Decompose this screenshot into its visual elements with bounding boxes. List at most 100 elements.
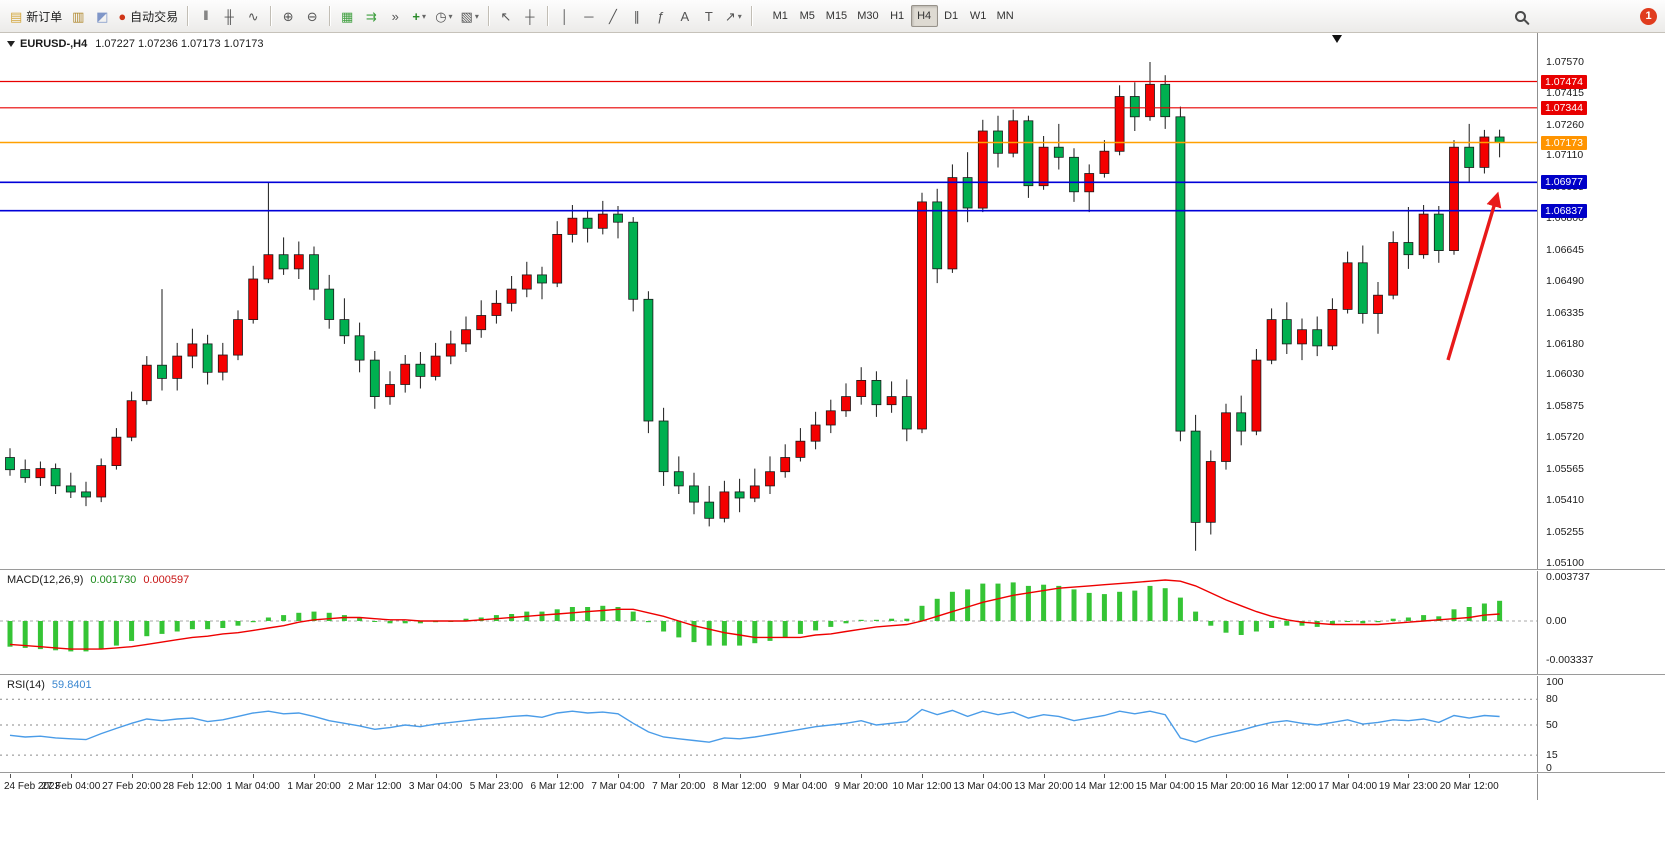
candle	[1221, 403, 1231, 470]
candle	[1357, 245, 1368, 324]
text-button[interactable]: A	[673, 4, 697, 28]
timeframe-mn[interactable]: MN	[996, 10, 1014, 22]
rsi-plot[interactable]: RSI(14) 59.8401	[0, 676, 1538, 772]
autotrading-button[interactable]: ● 自动交易	[114, 4, 182, 28]
candle	[1266, 308, 1277, 365]
candle	[1084, 164, 1095, 213]
crosshair-button[interactable]: ┼	[518, 4, 542, 28]
auto-scroll-button[interactable]: ⇉	[359, 4, 383, 28]
equidistant-channel-button[interactable]: ∥	[625, 4, 649, 28]
candle	[248, 265, 259, 324]
panel-separator[interactable]	[0, 569, 1665, 571]
rsi-name: RSI(14)	[7, 679, 45, 691]
candle	[886, 381, 897, 413]
macd-bar	[1345, 621, 1351, 622]
time-axis-label: 17 Mar 04:00	[1318, 781, 1378, 792]
time-axis-label: 7 Mar 20:00	[652, 781, 706, 792]
tile-windows-button[interactable]: ▦	[335, 4, 359, 28]
macd-bar	[615, 607, 621, 621]
arrows-icon: ↗	[724, 8, 736, 24]
macd-label: MACD(12,26,9) 0.001730 0.000597	[7, 574, 189, 586]
time-axis: 24 Feb 2023 27 Feb 04:00 27 Feb 20:00 28 Fe…	[0, 774, 1538, 800]
macd-bar	[919, 605, 925, 621]
time-tick	[1347, 774, 1349, 778]
annotation-arrow[interactable]	[1446, 191, 1502, 361]
time-tick	[1469, 774, 1471, 778]
price-axis-label: 1.06335	[1546, 306, 1584, 319]
tile-windows-icon: ▦	[341, 8, 354, 24]
fibonacci-button[interactable]: ƒ	[649, 4, 673, 28]
bottom-strip	[0, 800, 1665, 850]
price-tag: 1.06977	[1541, 175, 1587, 190]
timeframe-m5[interactable]: M5	[799, 10, 815, 22]
cursor-icon: ↖	[500, 8, 512, 24]
time-axis-label: 15 Mar 04:00	[1135, 781, 1195, 792]
time-axis-label: 3 Mar 04:00	[408, 781, 463, 792]
timeframe-m15[interactable]: M15	[825, 10, 848, 22]
price-tag: 1.06837	[1541, 203, 1587, 218]
macd-bar	[205, 621, 211, 630]
candle	[1236, 395, 1247, 446]
vertical-line-button[interactable]: │	[553, 4, 577, 28]
chart-shift-button[interactable]: »	[383, 4, 407, 28]
trendline-button[interactable]: ╱	[601, 4, 625, 28]
macd-bar	[1101, 594, 1107, 621]
line-chart-button[interactable]: ∿	[241, 4, 265, 28]
search-button[interactable]	[1508, 4, 1532, 28]
timeframe-h4[interactable]: H4	[910, 5, 938, 27]
arrows-button[interactable]: ↗ ▾	[721, 4, 746, 28]
macd-bar	[53, 621, 59, 651]
macd-bar	[873, 619, 879, 621]
macd-bar	[463, 618, 469, 621]
chart-window-button[interactable]: ▥	[66, 4, 90, 28]
time-axis-label: 28 Feb 12:00	[162, 781, 222, 792]
candle	[1479, 129, 1490, 174]
time-tick	[739, 774, 741, 778]
main-chart-panel: EURUSD-,H4 1.07227 1.07236 1.07173 1.071…	[0, 33, 1665, 569]
horizontal-line-button[interactable]: ─	[577, 4, 601, 28]
zoom-out-button[interactable]: ⊖	[300, 4, 324, 28]
time-axis-label: 27 Feb 04:00	[41, 781, 101, 792]
zoom-in-button[interactable]: ⊕	[276, 4, 300, 28]
new-order-button[interactable]: ▤ 新订单	[6, 4, 66, 28]
candle	[1327, 298, 1338, 350]
profiles-button[interactable]: ◩	[90, 4, 114, 28]
periods-button[interactable]: ◷ ▾	[431, 4, 456, 28]
candlestick-button[interactable]: ╫	[217, 4, 241, 28]
candle	[1281, 302, 1292, 354]
main-chart-plot[interactable]: EURUSD-,H4 1.07227 1.07236 1.07173 1.071…	[0, 33, 1538, 569]
rsi-panel: RSI(14) 59.8401 100 80 50 15 0	[0, 676, 1665, 774]
rsi-chart	[0, 698, 1537, 756]
candle	[1449, 140, 1459, 255]
timeframe-d1[interactable]: D1	[944, 10, 959, 22]
candle	[172, 342, 183, 391]
text-label-button[interactable]: T	[697, 4, 721, 28]
notification-badge[interactable]: 1	[1640, 7, 1657, 25]
autotrading-button-label: 自动交易	[130, 9, 179, 24]
candle	[400, 355, 411, 393]
time-tick	[1165, 774, 1167, 778]
indicators-button[interactable]: + ▾	[407, 4, 431, 28]
templates-button[interactable]: ▧ ▾	[457, 4, 483, 28]
timeframe-m30[interactable]: M30	[857, 10, 879, 22]
timeframe-w1[interactable]: W1	[969, 10, 987, 22]
cursor-button[interactable]: ↖	[494, 4, 518, 28]
price-axis-label: 1.06645	[1546, 243, 1584, 256]
panel-separator[interactable]	[0, 674, 1665, 676]
chart-menu-icon[interactable]	[7, 41, 15, 47]
candle	[628, 217, 639, 312]
macd-bar	[965, 589, 971, 621]
candle	[1342, 251, 1353, 314]
time-axis-label: 16 Mar 12:00	[1257, 781, 1317, 792]
macd-plot[interactable]: MACD(12,26,9) 0.001730 0.000597	[0, 571, 1538, 674]
panel-separator[interactable]	[0, 772, 1665, 774]
timeframe-m1[interactable]: M1	[772, 10, 788, 22]
macd-bar	[311, 611, 317, 621]
macd-bar	[767, 621, 773, 641]
macd-bar	[858, 619, 864, 621]
bar-chart-button[interactable]: |||	[193, 4, 217, 28]
macd-bar	[813, 621, 819, 631]
chart-title: EURUSD-,H4 1.07227 1.07236 1.07173 1.071…	[7, 38, 263, 50]
timeframe-h1[interactable]: H1	[890, 10, 905, 22]
candle	[552, 221, 563, 288]
